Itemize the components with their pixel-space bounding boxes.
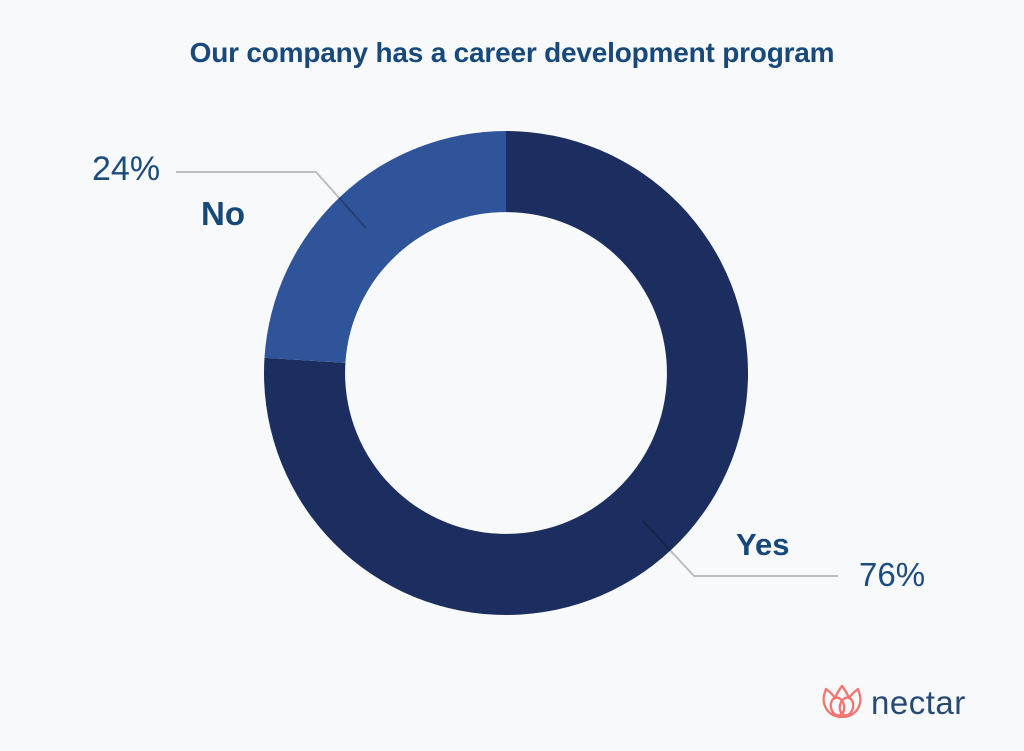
yes-category-label: Yes [736,527,790,562]
yes-value-label: 76% [859,556,926,593]
logo-text: nectar [871,683,966,721]
chart-title: Our company has a career development pro… [189,37,835,68]
slice-yes [264,131,749,615]
nectar-logo: nectar [820,684,966,720]
leader-line-yes [642,520,838,577]
lotus-icon [822,684,862,719]
slice-no [264,131,506,363]
no-category-label: No [201,195,245,232]
leader-line-no [176,171,367,229]
no-value-label: 24% [92,150,161,188]
